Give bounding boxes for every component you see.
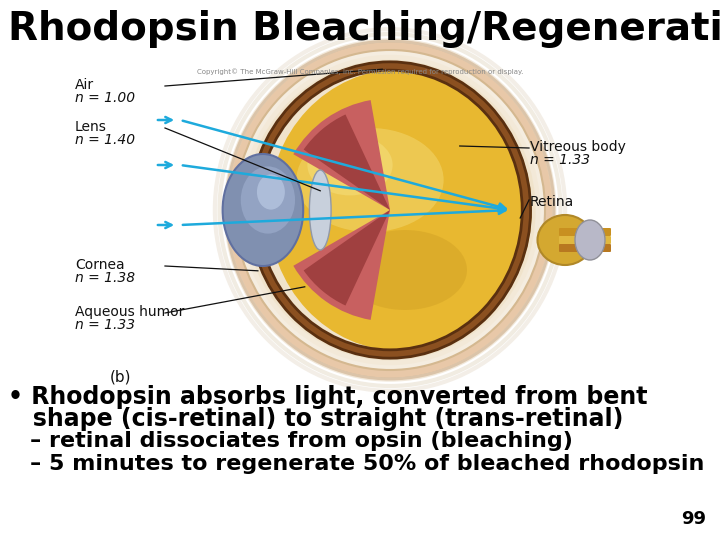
Text: Air: Air — [75, 78, 94, 92]
Ellipse shape — [343, 230, 467, 310]
Ellipse shape — [240, 166, 295, 234]
Text: Lens: Lens — [75, 120, 107, 134]
Text: n = 1.00: n = 1.00 — [75, 91, 135, 105]
Text: (b): (b) — [110, 370, 132, 385]
Text: – 5 minutes to regenerate 50% of bleached rhodopsin: – 5 minutes to regenerate 50% of bleache… — [30, 454, 704, 474]
Wedge shape — [293, 210, 390, 320]
FancyBboxPatch shape — [559, 228, 611, 236]
Text: n = 1.40: n = 1.40 — [75, 133, 135, 147]
Text: Rhodopsin Bleaching/Regeneration: Rhodopsin Bleaching/Regeneration — [8, 10, 720, 48]
Text: n = 1.38: n = 1.38 — [75, 271, 135, 285]
Ellipse shape — [226, 41, 554, 379]
Text: n = 1.33: n = 1.33 — [75, 318, 135, 332]
Ellipse shape — [269, 69, 532, 351]
Text: • Rhodopsin absorbs light, converted from bent: • Rhodopsin absorbs light, converted fro… — [8, 385, 647, 409]
Text: Retina: Retina — [530, 195, 575, 209]
Ellipse shape — [307, 134, 392, 195]
Text: shape (cis-retinal) to straight (trans-retinal): shape (cis-retinal) to straight (trans-r… — [8, 407, 624, 431]
Ellipse shape — [310, 170, 331, 250]
Text: 99: 99 — [681, 510, 706, 528]
Ellipse shape — [257, 174, 285, 210]
Wedge shape — [304, 114, 390, 210]
Wedge shape — [293, 100, 390, 210]
Text: Copyright© The McGraw-Hill Companies, Inc. Permission required for reproduction : Copyright© The McGraw-Hill Companies, In… — [197, 68, 523, 75]
Ellipse shape — [240, 55, 540, 365]
Ellipse shape — [222, 154, 303, 266]
FancyBboxPatch shape — [559, 236, 611, 244]
Ellipse shape — [248, 168, 294, 252]
Ellipse shape — [244, 59, 536, 360]
FancyBboxPatch shape — [559, 244, 611, 252]
Wedge shape — [304, 210, 390, 306]
Text: n = 1.33: n = 1.33 — [530, 153, 590, 167]
Ellipse shape — [575, 220, 605, 260]
Ellipse shape — [538, 215, 593, 265]
Text: – retinal dissociates from opsin (bleaching): – retinal dissociates from opsin (bleach… — [30, 431, 573, 451]
Ellipse shape — [297, 128, 444, 232]
Text: Vitreous body: Vitreous body — [530, 140, 626, 154]
Text: Aqueous humor: Aqueous humor — [75, 305, 184, 319]
Ellipse shape — [235, 50, 545, 370]
Text: Cornea: Cornea — [75, 258, 125, 272]
